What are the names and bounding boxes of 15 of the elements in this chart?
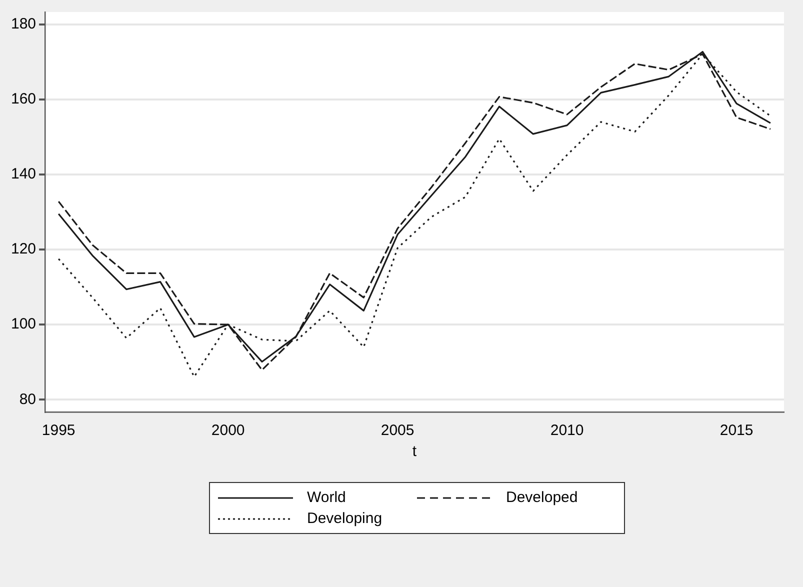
x-tick-label: 1995	[42, 422, 76, 440]
x-tick-label: 2000	[211, 422, 245, 440]
x-axis-title: t	[412, 443, 418, 460]
y-tick-label: 80	[19, 390, 36, 408]
y-tick-label: 120	[10, 240, 36, 258]
x-tick-label: 2005	[380, 422, 414, 440]
x-tick-label: 2010	[550, 422, 584, 440]
legend-label: Developed	[506, 489, 578, 506]
y-tick-label: 160	[10, 90, 36, 108]
y-tick-label: 180	[10, 16, 36, 33]
y-tick-label: 140	[10, 166, 36, 183]
legend-label: World	[307, 489, 346, 506]
x-tick-label: 2015	[720, 422, 754, 440]
y-tick-label: 100	[10, 316, 36, 333]
legend-label: Developing	[307, 510, 382, 527]
